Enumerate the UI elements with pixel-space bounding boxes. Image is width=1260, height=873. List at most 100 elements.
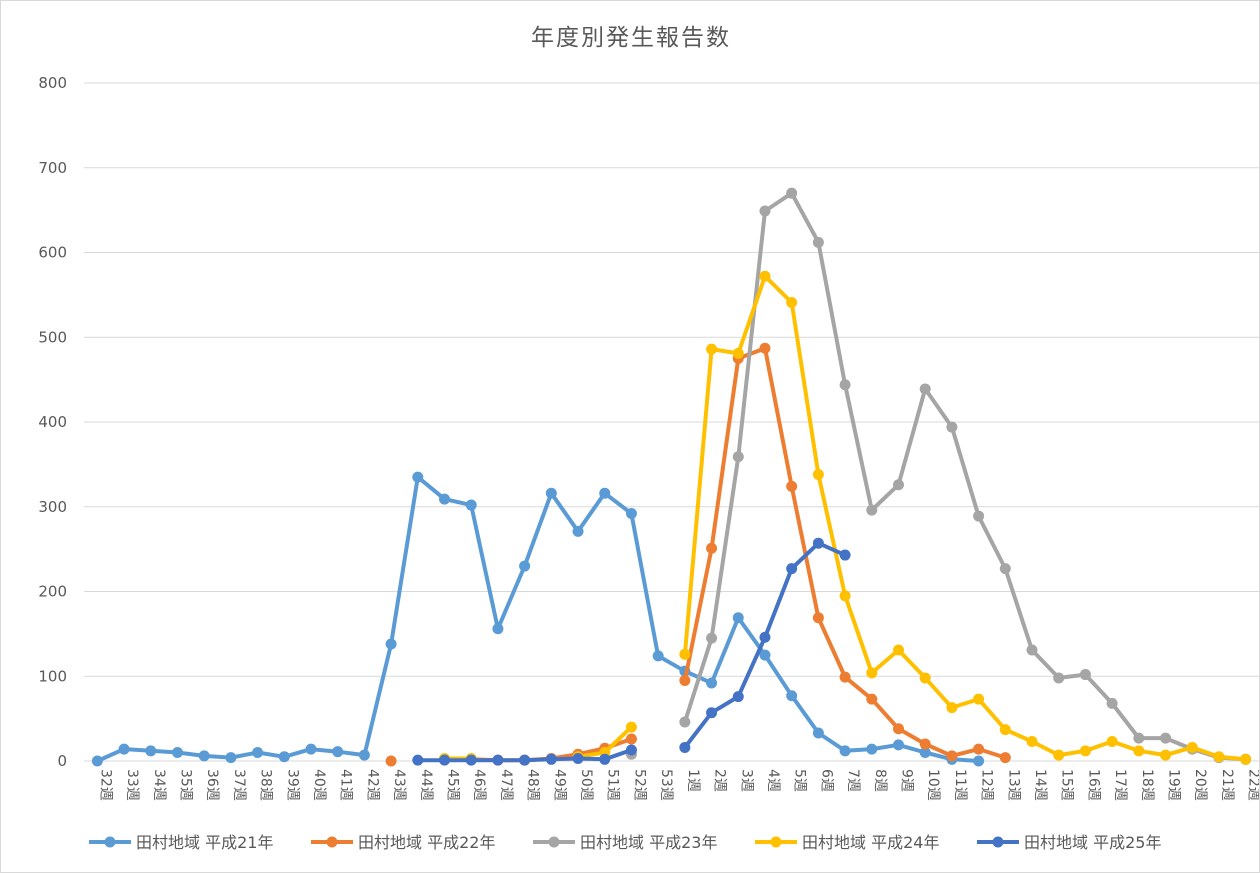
data-point: [305, 743, 317, 755]
data-point: [732, 347, 744, 359]
x-tick-label: 17週: [1112, 769, 1128, 801]
x-tick-label: 11週: [952, 769, 968, 801]
series-3: [625, 187, 1252, 765]
legend-item: 田村地域 平成25年: [977, 833, 1161, 852]
x-tick-label: 8週: [872, 769, 888, 792]
x-tick-label: 16週: [1085, 769, 1101, 801]
data-point: [385, 638, 397, 650]
data-point: [812, 612, 824, 624]
x-tick-label: 42週: [364, 769, 380, 801]
data-point: [892, 739, 904, 751]
x-tick-label: 19週: [1166, 769, 1182, 801]
x-tick-label: 45週: [445, 769, 461, 801]
data-point: [866, 693, 878, 705]
x-tick-label: 10週: [925, 769, 941, 801]
x-tick-label: 37週: [231, 769, 247, 801]
data-point: [946, 750, 958, 762]
data-point: [786, 480, 798, 492]
x-tick-label: 5週: [792, 769, 808, 792]
data-point: [973, 510, 985, 522]
y-tick-label: 800: [38, 74, 67, 92]
data-point: [1106, 736, 1118, 748]
data-point: [1079, 745, 1091, 757]
x-tick-label: 46週: [471, 769, 487, 801]
x-tick-label: 3週: [738, 769, 754, 792]
data-point: [625, 733, 637, 745]
legend-label: 田村地域 平成24年: [802, 833, 939, 852]
data-point: [1053, 672, 1065, 684]
x-tick-label: 33週: [124, 769, 140, 801]
y-tick-label: 200: [38, 583, 67, 601]
data-point: [812, 727, 824, 739]
y-tick-label: 400: [38, 413, 67, 431]
x-tick-label: 6週: [818, 769, 834, 792]
data-point: [839, 671, 851, 683]
legend-marker: [548, 836, 560, 848]
data-point: [652, 650, 664, 662]
data-point: [973, 693, 985, 705]
legend-label: 田村地域 平成21年: [136, 833, 273, 852]
data-point: [358, 749, 370, 761]
legend-marker: [770, 836, 782, 848]
legend-label: 田村地域 平成25年: [1024, 833, 1161, 852]
data-point: [1160, 749, 1172, 761]
x-tick-label: 20週: [1192, 769, 1208, 801]
data-point: [999, 563, 1011, 575]
series-4: [439, 270, 1252, 765]
data-point: [706, 542, 718, 554]
x-tick-label: 44週: [418, 769, 434, 801]
x-tick-label: 15週: [1059, 769, 1075, 801]
y-tick-label: 500: [38, 328, 67, 346]
series-5: [412, 537, 851, 766]
x-tick-label: 12週: [979, 769, 995, 801]
x-axis-ticks: 32週 33週 34週 35週 36週 37週 38週 39週 40週 41週 42週 43週 44週 4…: [97, 769, 1259, 801]
data-point: [1106, 697, 1118, 709]
data-point: [759, 631, 771, 643]
data-point: [599, 753, 611, 765]
data-point: [519, 754, 531, 766]
data-point: [732, 451, 744, 463]
data-point: [679, 716, 691, 728]
data-point: [759, 649, 771, 661]
data-point: [519, 560, 531, 572]
data-point: [892, 479, 904, 491]
data-point: [706, 677, 718, 689]
x-tick-label: 22週: [1246, 769, 1259, 801]
data-point: [118, 743, 130, 755]
x-tick-label: 14週: [1032, 769, 1048, 801]
data-point: [999, 752, 1011, 764]
x-tick-label: 53週: [658, 769, 674, 801]
data-point: [759, 205, 771, 217]
series-lines: [91, 187, 1252, 767]
data-point: [866, 504, 878, 516]
data-point: [786, 297, 798, 309]
x-tick-label: 41週: [338, 769, 354, 801]
y-tick-label: 100: [38, 667, 67, 685]
x-tick-label: 43週: [391, 769, 407, 801]
data-point: [545, 487, 557, 499]
x-tick-label: 34週: [151, 769, 167, 801]
x-tick-label: 51週: [605, 769, 621, 801]
data-point: [892, 723, 904, 735]
data-point: [839, 549, 851, 561]
data-point: [145, 745, 157, 757]
legend-marker: [326, 836, 338, 848]
x-tick-label: 9週: [898, 769, 914, 792]
legend-item: 田村地域 平成21年: [89, 833, 273, 852]
x-tick-label: 21週: [1219, 769, 1235, 801]
data-point: [1026, 736, 1038, 748]
data-point: [759, 342, 771, 354]
x-tick-label: 13週: [1005, 769, 1021, 801]
data-point: [732, 612, 744, 624]
data-point: [973, 755, 985, 767]
data-point: [492, 754, 504, 766]
series-line: [682, 274, 1248, 762]
data-point: [625, 744, 637, 756]
data-point: [812, 537, 824, 549]
data-point: [706, 707, 718, 719]
legend-label: 田村地域 平成23年: [580, 833, 717, 852]
data-point: [759, 270, 771, 282]
data-point: [572, 525, 584, 537]
data-point: [786, 563, 798, 575]
